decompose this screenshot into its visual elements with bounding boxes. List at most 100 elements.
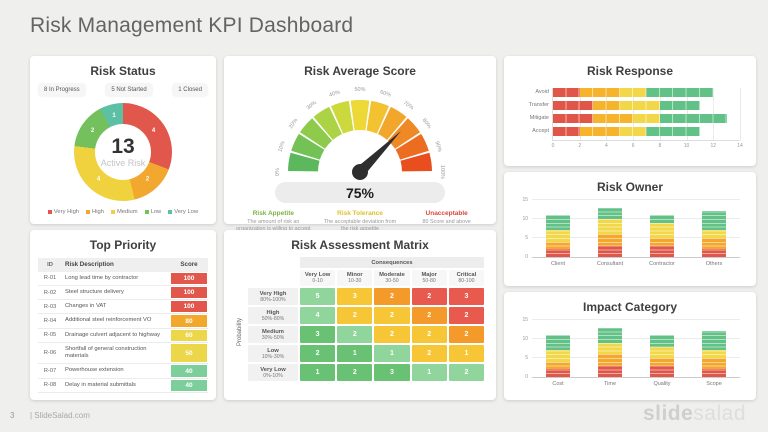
column-category-label: Contractor [649,261,675,267]
matrix-column-header: Moderate 30-50 [374,270,410,286]
matrix-cell: 3 [448,288,484,305]
risk-owner-panel: Risk Owner 0 5 10 15 Client Consultant Contra… [504,172,756,286]
risk-average-score-panel: Risk Average Score 0% 10% 20% 30% 40% 50% 60% 7… [224,56,496,232]
badge-in-progress: 8 In Progress [39,84,85,96]
note-risk-appetite-text: The amount of risk an organization is wi… [236,219,310,232]
gauge-needle [352,130,402,180]
matrix-cell: 2 [448,326,484,343]
matrix-cell: 2 [374,326,410,343]
matrix-cell: 2 [411,307,447,324]
matrix-column-range: 10-30 [348,278,362,284]
y-gridline [532,218,740,220]
columns [532,200,740,257]
matrix-cell: 1 [448,345,484,362]
note-unacceptable-title: Unacceptable [425,210,468,217]
x-gridline [740,88,741,140]
risk-id-cell: R-02 [43,289,57,296]
probability-axis-label: Probability [237,317,244,346]
column-unit-lines [598,207,622,257]
matrix-cell: 2 [411,326,447,343]
gauge-segment [400,152,432,172]
risk-id-cell: R-01 [43,275,57,282]
column-slot [532,320,584,377]
x-tick-label: 10 [683,143,690,149]
column-category-label: Others [705,261,723,267]
risk-status-panel: Risk Status 8 In Progress 5 Not Started … [30,56,216,224]
risk-description-cell: Drainage culvert adjacent to highway [65,331,161,338]
column-slot [688,320,740,377]
column-header-description: Risk Description [65,261,114,268]
risk-score-cell: 100 [170,286,208,299]
column-slot [532,200,584,257]
risk-score-chip: 100 [171,286,207,299]
donut-segment-value: 4 [151,128,156,134]
matrix-cell: 3 [300,326,336,343]
x-tick-label: 12 [710,143,717,149]
active-risk-label: Active Risk [100,158,146,168]
column-slot [688,200,740,257]
y-gridline [532,237,740,239]
matrix-cell: 2 [411,345,447,362]
matrix-cell: 5 [300,288,336,305]
matrix-cell: 2 [374,307,410,324]
badge-closed: 1 Closed [173,84,207,96]
risk-score-chip: 60 [171,329,207,341]
matrix-row-name: Medium [262,328,284,335]
matrix-row-header: High 50%-80% [248,307,298,324]
y-tick-label: 15 [522,317,528,323]
matrix-row-header: Low 10%-30% [248,345,298,362]
matrix-row-range: 0%-10% [263,372,283,379]
note-risk-tolerance-text: The acceptable deviation from the risk a… [323,219,397,232]
donut-segment-value: 2 [145,176,150,183]
column-category-label: Client [550,261,566,267]
bar-category-label: Accept [532,128,549,134]
matrix-column-header: Critical 80-100 [448,270,484,286]
column-category-label: Quality [653,381,671,387]
matrix-cell: 1 [374,345,410,362]
risk-matrix-panel: Risk Assessment Matrix Probability Conse… [224,230,496,400]
gauge-segment [291,133,325,160]
x-tick-label: 8 [658,143,662,149]
matrix-row-range: 10%-30% [261,353,285,360]
risk-description-cell: Steel structure delivery [65,288,124,295]
gauge-segment [387,118,420,149]
risk-matrix-wrap: Probability Consequences Very Low 0-10 Mino… [237,257,484,381]
legend-label: Low [150,209,162,215]
gauge-segment [331,100,354,134]
matrix-cell: 1 [300,364,336,381]
y-gridline [532,338,740,340]
x-tick-label: 0 [551,143,555,149]
footer-link: | SlideSalad.com [30,411,90,420]
y-tick-label: 10 [522,336,528,343]
legend-swatch [168,210,173,214]
risk-status-badges: 8 In Progress 5 Not Started 1 Closed [39,84,207,96]
column-category-label: Scope [706,381,722,387]
columns [532,320,740,377]
note-risk-tolerance-title: Risk Tolerance [337,210,383,217]
matrix-column-header: Major 50-80 [411,270,447,286]
risk-id-cell: R-08 [43,382,57,389]
top-priority-panel: Top Priority ID Risk Description Score R-01… [30,230,216,400]
gauge-notes: Risk Appetite The amount of risk an orga… [224,210,496,233]
gauge-tick-label: 50% [354,87,365,93]
matrix-row-range: 50%-80% [261,315,285,322]
risk-owner-categories: Client Consultant Contractor Others [532,261,740,267]
column-slot [636,200,688,257]
bar-row-avoid: Avoid [535,88,740,97]
gauge-value-pill: 75% [275,182,445,203]
legend-swatch [110,210,115,214]
risk-response-chart: 0 2 4 6 8 10 12 14 Avoid Transfer Mitigate Accept [529,88,743,149]
x-tick-label: 14 [737,143,743,149]
y-tick-label: 0 [525,254,528,260]
table-row: R-05 Drainage culvert adjacent to highway… [38,329,208,343]
note-unacceptable-text: 80 Score and above [422,219,471,225]
risk-score-cell: 100 [170,300,208,313]
matrix-cell: 2 [300,345,336,362]
matrix-cell: 2 [411,288,447,305]
risk-score-chip: 100 [171,301,207,313]
risk-id-cell: R-06 [43,350,57,357]
matrix-cell: 2 [337,326,373,343]
matrix-column-name: Very Low [304,272,331,278]
active-risk-count: 13 [111,135,135,158]
matrix-column-range: 80-100 [458,278,475,284]
